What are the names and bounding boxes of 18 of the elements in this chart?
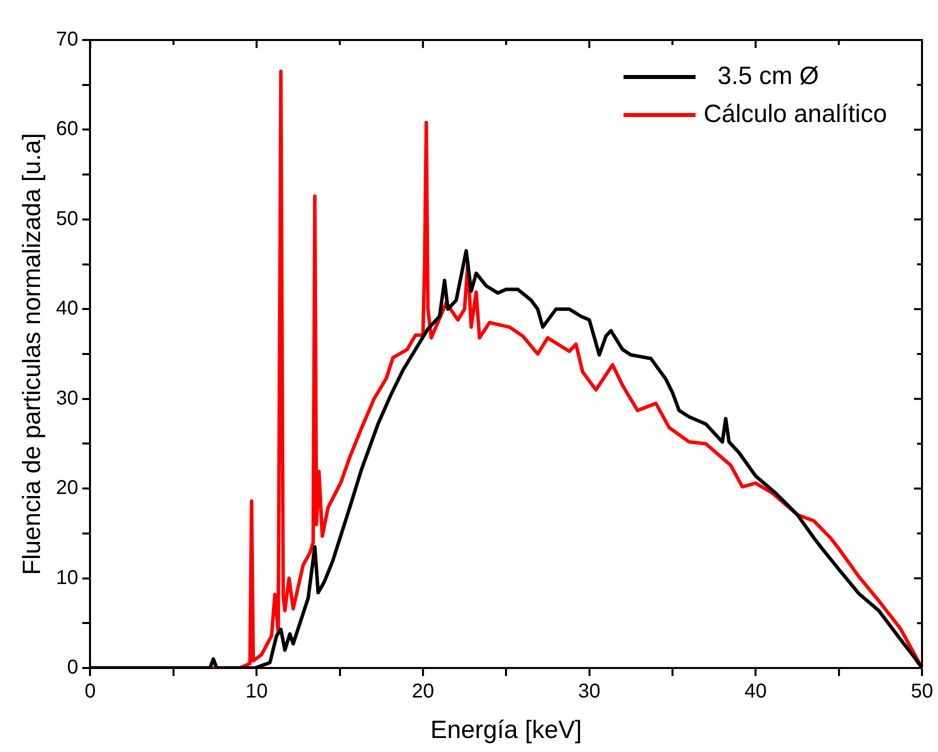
x-tick-label: 20 xyxy=(412,680,434,703)
x-tick-label: 0 xyxy=(84,680,96,703)
y-tick-label: 10 xyxy=(56,566,78,589)
y-tick-label: 40 xyxy=(56,298,78,320)
y-tick-label: 50 xyxy=(56,208,78,230)
y-tick-label: 20 xyxy=(56,477,78,500)
x-tick-label: 10 xyxy=(245,680,268,703)
x-tick-label: 30 xyxy=(578,680,600,703)
x-axis-title: Energía [keV] xyxy=(430,716,582,744)
y-tick-label: 60 xyxy=(56,118,78,140)
x-tick-label: 50 xyxy=(910,680,934,703)
y-axis-title: Fluencia de particulas normalizada [u.a] xyxy=(18,133,46,575)
y-tick-label: 0 xyxy=(67,656,78,679)
legend-label: 3.5 cm Ø xyxy=(704,62,819,90)
y-tick-label: 70 xyxy=(56,28,78,51)
legend-label: Cálculo analítico xyxy=(704,100,887,128)
x-tick-label: 40 xyxy=(744,680,767,703)
y-tick-label: 30 xyxy=(56,387,78,410)
